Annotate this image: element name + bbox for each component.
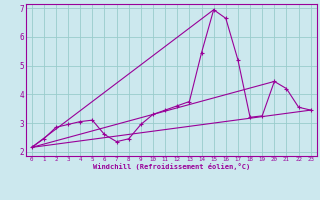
X-axis label: Windchill (Refroidissement éolien,°C): Windchill (Refroidissement éolien,°C): [92, 164, 250, 170]
